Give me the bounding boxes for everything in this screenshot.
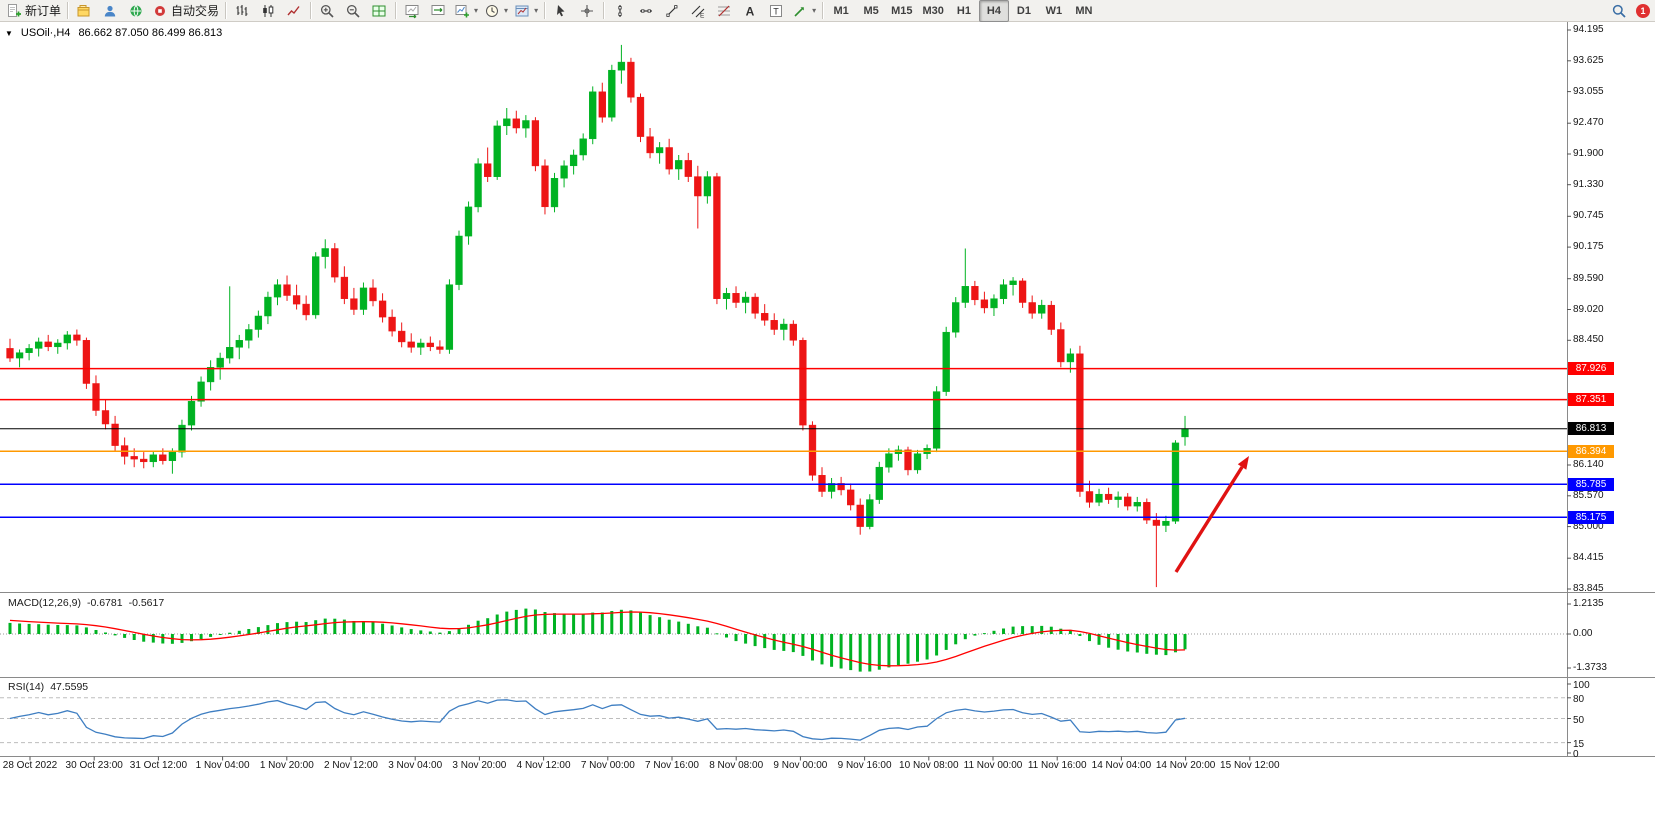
new-order-button-label: 新订单 <box>25 4 62 18</box>
periods-button[interactable]: ▾ <box>481 0 511 22</box>
toolbar-separator <box>603 2 605 19</box>
text-a-icon: A <box>742 3 758 19</box>
chevron-down-icon: ▾ <box>534 6 539 15</box>
toolbar-separator <box>395 2 397 19</box>
zoom-in-icon <box>319 3 335 19</box>
candlestick-series <box>6 44 1189 588</box>
line-chart-button[interactable] <box>281 0 307 22</box>
zoom-in-button[interactable] <box>314 0 340 22</box>
svg-text:E: E <box>700 12 705 19</box>
main-toolbar: 新订单 自动交易 ▾ ▾ ▾ E A T ▾ M1 M5 M15 M30 H1 H4 D1 W1 MN 1 <box>0 0 1655 22</box>
bar-chart-button[interactable] <box>229 0 255 22</box>
line-chart-icon <box>286 3 302 19</box>
trendline-icon <box>664 3 680 19</box>
fibonacci-icon <box>716 3 732 19</box>
crosshair-button[interactable] <box>574 0 600 22</box>
horizontal-line-button[interactable] <box>633 0 659 22</box>
svg-text:T: T <box>773 6 779 16</box>
candles-icon <box>260 3 276 19</box>
timeframe-button-mn[interactable]: MN <box>1075 4 1093 17</box>
trendline-button[interactable] <box>659 0 685 22</box>
grid-icon <box>371 3 387 19</box>
auto-scroll-button[interactable] <box>399 0 425 22</box>
zoom-out-button[interactable] <box>340 0 366 22</box>
person-icon <box>102 3 118 19</box>
documents-icon <box>76 3 92 19</box>
tile-windows-button[interactable] <box>366 0 392 22</box>
new-chart-icon <box>454 3 470 19</box>
market-watch-button[interactable] <box>123 0 149 22</box>
chevron-down-icon: ▾ <box>474 6 479 15</box>
templates-button[interactable]: ▾ <box>511 0 541 22</box>
shapes-icon <box>792 3 808 19</box>
new-order-button[interactable]: 新订单 <box>3 0 64 22</box>
new-chart-button[interactable]: ▾ <box>451 0 481 22</box>
timeframe-button-h4[interactable]: H4 <box>978 0 1009 22</box>
channel-icon: E <box>690 3 706 19</box>
timeframe-button-w1[interactable]: W1 <box>1045 4 1063 17</box>
timeframe-button-d1[interactable]: D1 <box>1016 4 1031 17</box>
crosshair-icon <box>579 3 595 19</box>
community-button[interactable] <box>97 0 123 22</box>
search-button[interactable] <box>1606 0 1632 22</box>
cursor-icon <box>553 3 569 19</box>
toolbar-separator <box>310 2 312 19</box>
chevron-down-icon: ▾ <box>504 6 509 15</box>
toolbar-separator <box>822 2 824 19</box>
chart-shift-button[interactable] <box>425 0 451 22</box>
toolbar-separator <box>225 2 227 19</box>
auto-trading-button[interactable]: 自动交易 <box>149 0 222 22</box>
text-t-icon: T <box>768 3 784 19</box>
macd-signal-line <box>9 611 1186 667</box>
market-icon <box>128 3 144 19</box>
timeframe-button-m15[interactable]: M15 <box>891 4 913 17</box>
toolbar-separator <box>544 2 546 19</box>
trend-arrow-annotation[interactable] <box>1174 456 1249 573</box>
template-icon <box>514 3 530 19</box>
fibonacci-button[interactable] <box>711 0 737 22</box>
notification-badge[interactable]: 1 <box>1636 3 1650 18</box>
scroll-end-icon <box>404 3 420 19</box>
zoom-out-icon <box>345 3 361 19</box>
toolbar-right-cluster: 1 <box>1606 0 1652 22</box>
equidistant-channel-button[interactable]: E <box>685 0 711 22</box>
chevron-down-icon: ▾ <box>812 6 817 15</box>
vline-icon <box>612 3 628 19</box>
clock-icon <box>484 3 500 19</box>
timeframe-button-h1[interactable]: H1 <box>956 4 971 17</box>
svg-text:A: A <box>746 4 755 18</box>
text-label-button[interactable]: T <box>763 0 789 22</box>
bars-icon <box>234 3 250 19</box>
documents-button[interactable] <box>71 0 97 22</box>
timeframe-button-m5[interactable]: M5 <box>863 4 879 17</box>
arrows-button[interactable]: ▾ <box>789 0 819 22</box>
text-button[interactable]: A <box>737 0 763 22</box>
timeframe-button-m30[interactable]: M30 <box>922 4 944 17</box>
vertical-line-button[interactable] <box>607 0 633 22</box>
horizontal-price-lines[interactable] <box>0 367 1567 518</box>
toolbar-separator <box>67 2 69 19</box>
cursor-button[interactable] <box>548 0 574 22</box>
timeframe-button-m1[interactable]: M1 <box>833 4 849 17</box>
rsi-line <box>9 699 1186 741</box>
autotrade-icon <box>152 3 168 19</box>
candlestick-chart-button[interactable] <box>255 0 281 22</box>
auto-trading-button-label: 自动交易 <box>171 4 220 18</box>
new-order-icon <box>6 3 22 19</box>
hline-icon <box>638 3 654 19</box>
chart-shift-icon <box>430 3 446 19</box>
